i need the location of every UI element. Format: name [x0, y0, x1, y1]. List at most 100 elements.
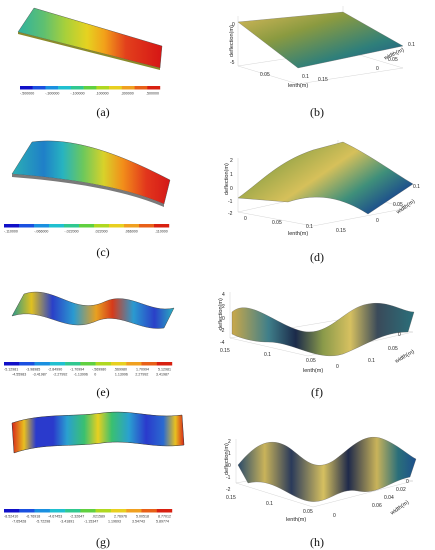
y-axis-label: width(m)	[389, 499, 411, 517]
colorbar-band	[126, 362, 142, 366]
y-tick: 0.1	[408, 42, 415, 48]
panel-e: -5.12981 -3.98985 -2.84990 -1.70994 -.569980…	[4, 282, 184, 377]
y-tick: 0	[376, 218, 379, 224]
caption-d: (d)	[310, 250, 324, 264]
colorbar-tick-label: 5.89774	[156, 520, 169, 524]
colorbar-tick-label: 5.12981	[158, 368, 171, 372]
colorbar-band	[65, 362, 81, 366]
colorbar-band	[49, 509, 66, 513]
y-tick: 0.1	[413, 184, 420, 190]
colorbar-tick-label: -.066000	[34, 230, 48, 234]
y-tick: 0	[376, 66, 379, 72]
caption-e: (e)	[96, 385, 110, 399]
colorbar-tick-label: -5.72298	[36, 520, 50, 524]
x-axis-label: lenth(m)	[286, 517, 306, 523]
z-tick: -4	[220, 340, 225, 346]
surface-plot-d: 2 1 0 -1 -2 deflection(m) 0 0.05 0.1 0.1…	[224, 140, 420, 237]
fem-plot-a	[17, 7, 163, 70]
plate-surface	[11, 140, 171, 205]
colorbar-band	[58, 86, 72, 90]
colorbar-tick-label: 1.13996	[115, 373, 128, 377]
colorbar-tick-label: -1.70994	[70, 368, 84, 372]
y-tick: 0.06	[372, 503, 382, 509]
plate-surface	[11, 291, 175, 329]
z-tick: 2	[230, 158, 233, 164]
colorbar-band	[4, 362, 20, 366]
colorbar-band	[94, 224, 110, 228]
y-tick: 0.05	[388, 346, 398, 352]
surface-plot-h: 2 1 0 -1 -2 deflection(m) 0.15 0.1 0.05 …	[224, 437, 417, 523]
y-tick: 0.05	[388, 57, 398, 63]
surface-d	[237, 141, 414, 215]
colorbar-band	[80, 509, 96, 513]
colorbar-band	[96, 86, 110, 90]
colorbar-g: -8.52410 -6.76918 -4.67453 -2.32647 .021589 2…	[4, 509, 176, 525]
colorbar-band	[141, 509, 157, 513]
colorbar-band	[20, 86, 33, 90]
z-tick: -1	[226, 475, 231, 481]
z-axis-label: deflection(m)	[224, 443, 230, 475]
fem-plot-g	[11, 411, 185, 454]
colorbar-tick-label: .100000	[96, 92, 109, 96]
colorbar-band	[34, 509, 51, 513]
colorbar-band	[49, 362, 66, 366]
colorbar-tick-label: -2.84990	[48, 368, 62, 372]
y-tick: 0	[406, 479, 409, 485]
x-tick: 0.05	[303, 509, 313, 515]
surface-b	[237, 11, 404, 69]
panel-c: -.110000 -.066000 -.022000 .022000 .066000 .1…	[4, 134, 184, 234]
colorbar-tick-label: -2.27992	[53, 373, 67, 377]
surface-f	[231, 303, 415, 356]
colorbar-band	[4, 509, 20, 513]
x-axis-label: lenth(m)	[288, 231, 308, 237]
z-tick: -2	[228, 211, 233, 217]
colorbar-tick-label: -1.15347	[84, 520, 98, 524]
colorbar-tick-label: 2.76976	[114, 515, 127, 519]
colorbar-band	[19, 224, 35, 228]
x-tick: 0	[336, 364, 339, 370]
x-tick: 0.1	[302, 74, 309, 80]
plate-edge	[18, 32, 160, 70]
z-tick: 2	[222, 304, 225, 310]
colorbar-band	[154, 224, 170, 228]
caption-h: (h)	[310, 535, 324, 549]
colorbar-band	[32, 86, 46, 90]
colorbar-band	[34, 362, 51, 366]
x-tick: 0.05	[260, 72, 270, 78]
colorbar-c-strip: -.110000 -.066000 -.022000 .022000 .066000 .1…	[4, 224, 170, 234]
z-tick: -2	[226, 487, 231, 493]
colorbar-tick-label: -4.67453	[48, 515, 62, 519]
colorbar-a: -.500000 -.300000 -.100000 .100000 .300000 .5…	[20, 86, 165, 98]
z-tick: 1	[228, 451, 231, 457]
colorbar-band	[79, 224, 95, 228]
colorbar-tick-label: 1.19693	[108, 520, 121, 524]
y-tick: 0.04	[384, 495, 394, 501]
colorbar-tick-label: -8.52410	[4, 515, 18, 519]
colorbar-band	[110, 362, 127, 366]
colorbar-band	[109, 224, 125, 228]
z-tick: 0	[232, 22, 235, 28]
x-tick: 0.05	[272, 220, 282, 226]
colorbar-tick-label: -4.55983	[12, 373, 26, 377]
caption-c: (c)	[96, 245, 110, 259]
colorbar-band	[141, 362, 157, 366]
colorbar-band	[95, 362, 112, 366]
x-tick: 0.15	[220, 348, 230, 354]
z-tick: -5	[230, 60, 235, 66]
z-tick: 2	[228, 439, 231, 445]
colorbar-tick-label: -.569980	[92, 368, 106, 372]
plate-edge	[12, 174, 164, 207]
x-tick: 0.1	[306, 224, 313, 230]
colorbar-c: -.110000 -.066000 -.022000 .022000 .066000 .1…	[4, 224, 174, 236]
colorbar-band	[83, 86, 97, 90]
colorbar-tick-label: 5.00518	[136, 515, 149, 519]
colorbar-band	[34, 224, 50, 228]
y-tick: 0.1	[368, 358, 375, 364]
z-axis-label: deflection(m)	[229, 25, 235, 57]
colorbar-band	[139, 224, 155, 228]
colorbar-tick-label: -3.41987	[33, 373, 47, 377]
panel-g: -8.52410 -6.76918 -4.67453 -2.32647 .021589 2…	[2, 405, 187, 524]
colorbar-tick-label: 0	[94, 373, 96, 377]
colorbar-tick-label: -5.12981	[4, 368, 18, 372]
caption-b: (b)	[310, 105, 324, 119]
